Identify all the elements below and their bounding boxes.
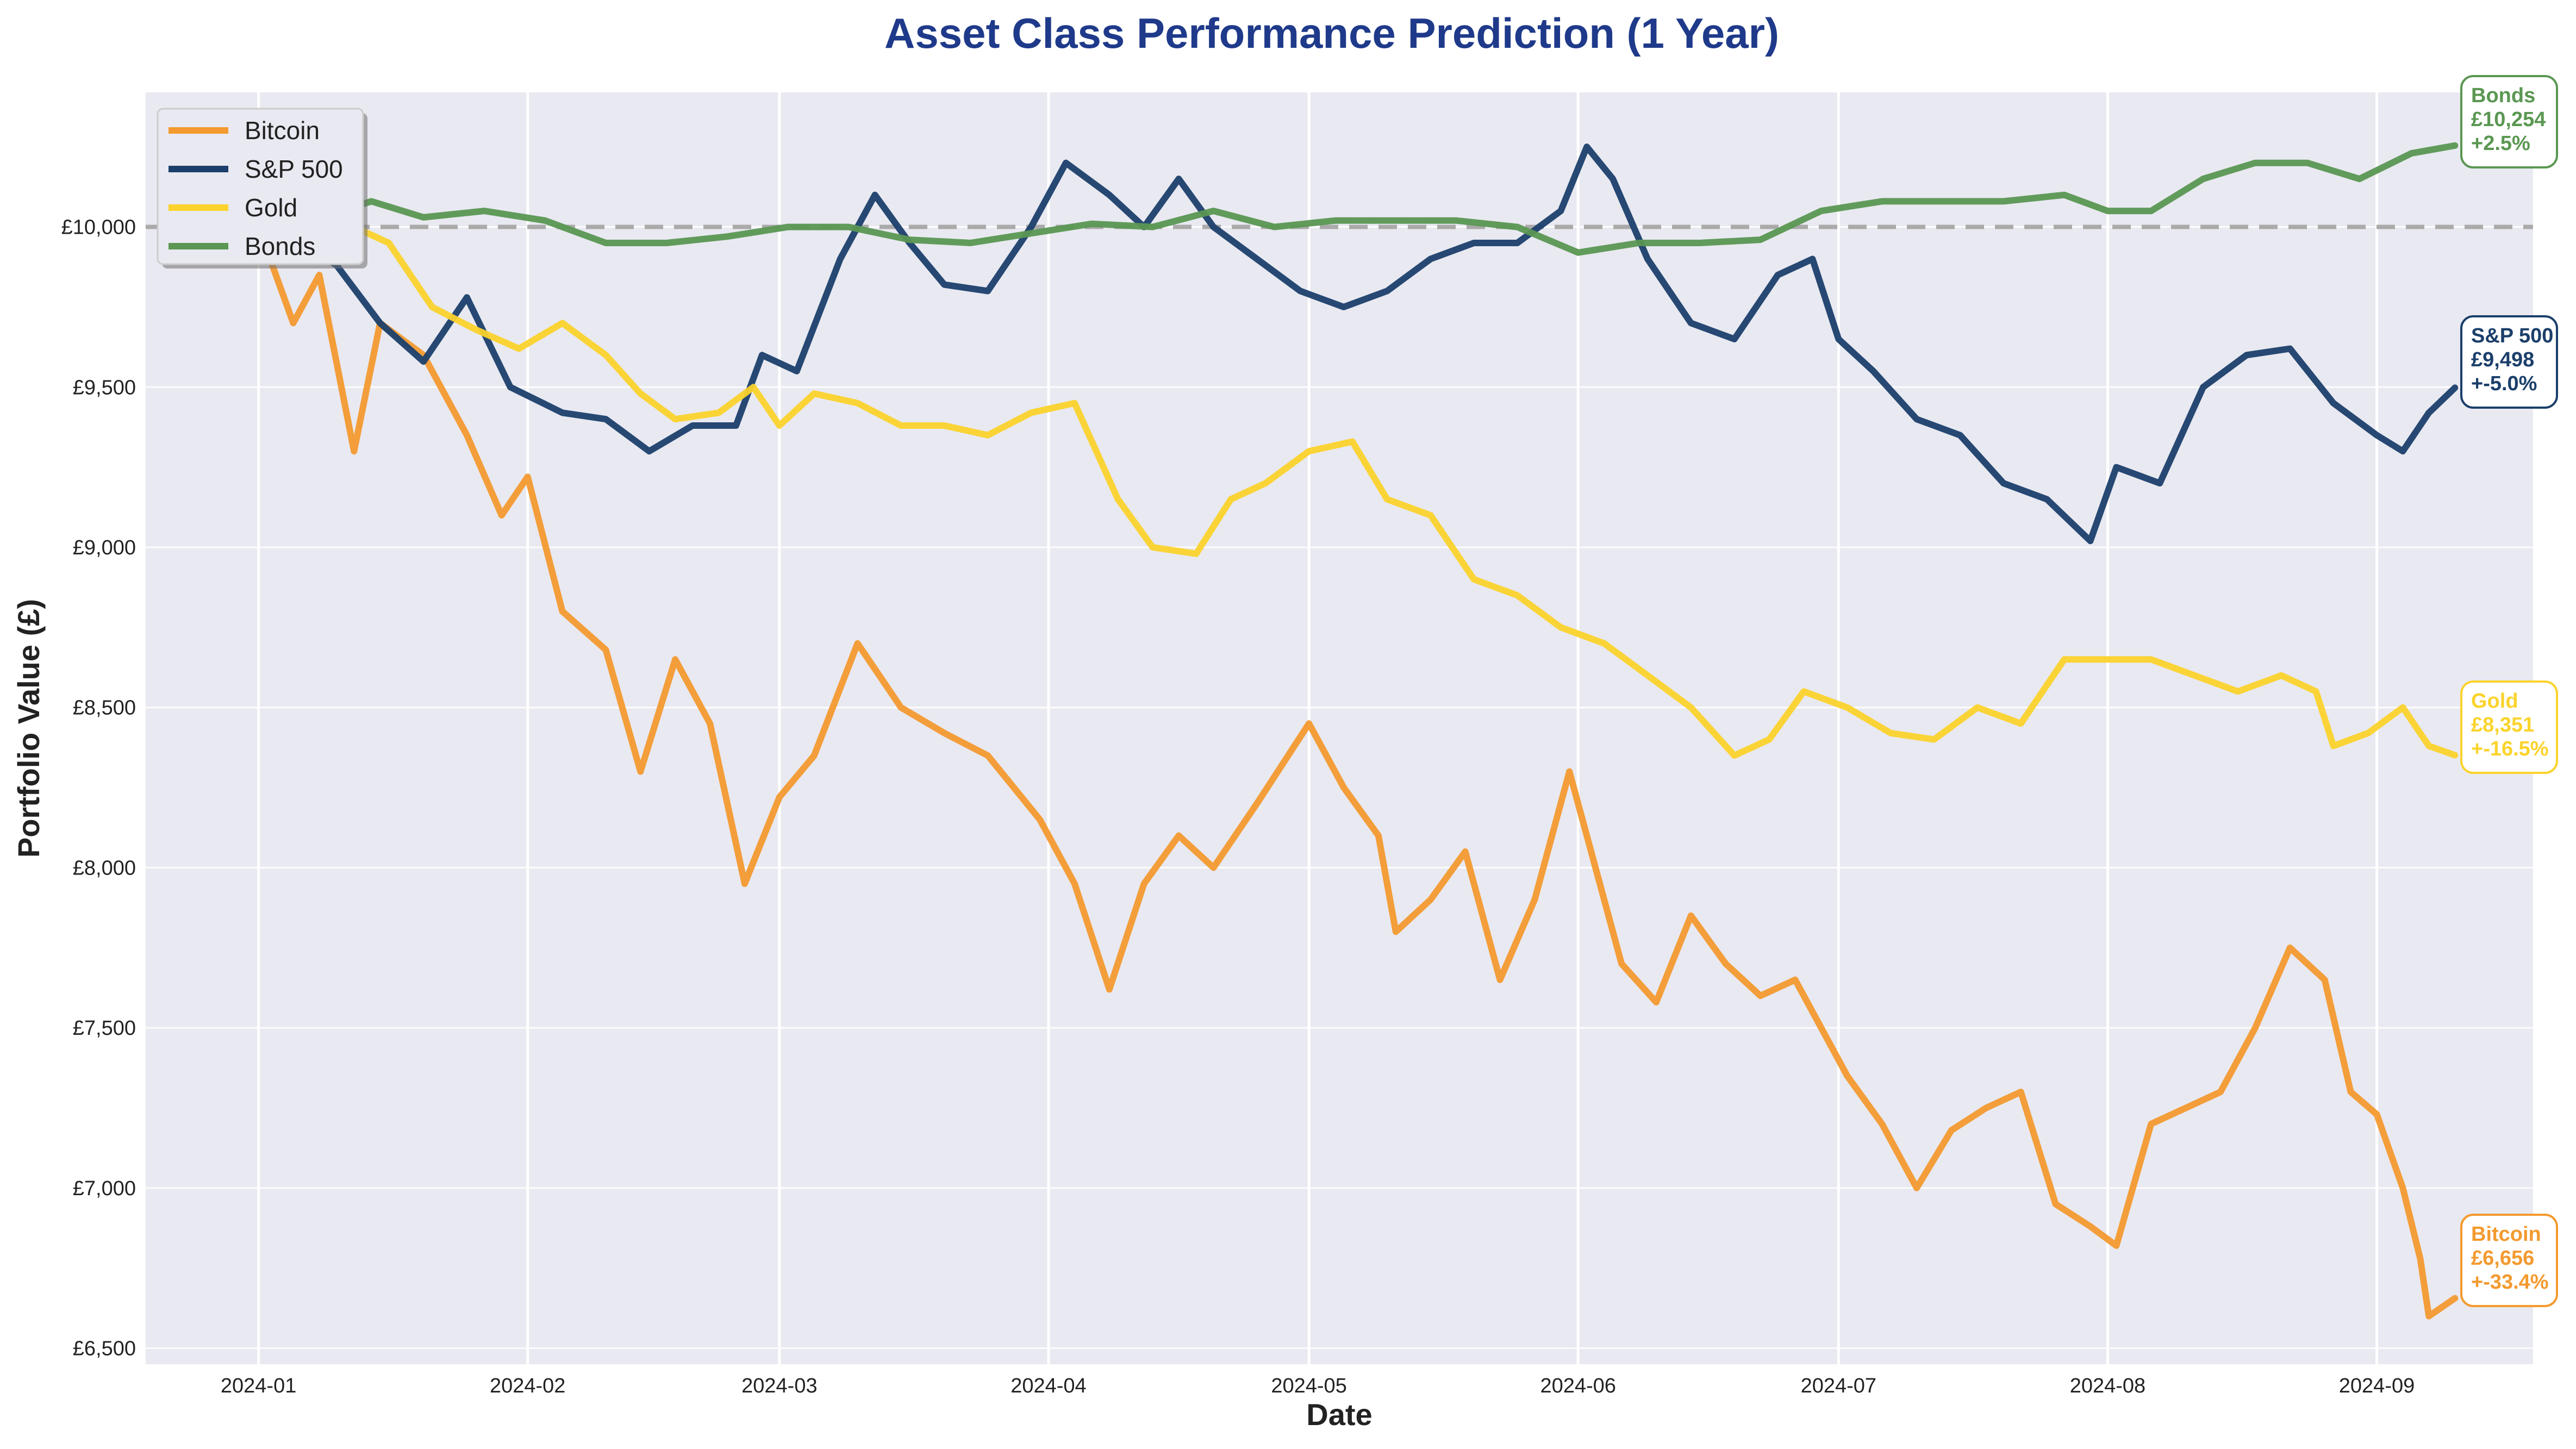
- x-tick-label: 2024-01: [221, 1375, 296, 1397]
- y-tick-label: £7,000: [73, 1177, 136, 1200]
- end-annotation-box: [2460, 315, 2558, 409]
- axis-ticks: 2024-01 2024-02 2024-03 2024-04 2024-05 2024-…: [61, 216, 2415, 1397]
- x-tick-label: 2024-08: [2070, 1375, 2145, 1397]
- end-annotation-name: Bonds: [2471, 84, 2535, 107]
- x-axis-label: Date: [1306, 1397, 1372, 1432]
- end-annotation-value: £9,498: [2471, 348, 2534, 371]
- legend-entry: Bonds: [245, 232, 315, 260]
- x-tick-label: 2024-04: [1011, 1375, 1086, 1397]
- y-tick-label: £6,500: [73, 1338, 136, 1360]
- legend-entry: Gold: [245, 193, 297, 222]
- x-tick-label: 2024-06: [1540, 1375, 1616, 1397]
- legend: Bitcoin S&P 500 Gold Bonds: [157, 108, 367, 268]
- series-line-3: [255, 142, 2459, 256]
- end-annotation-box: [2460, 1214, 2558, 1307]
- end-annotation-box: [2460, 75, 2558, 168]
- series-line-0: [255, 223, 2459, 1320]
- end-annotation-name: S&P 500: [2471, 324, 2553, 347]
- end-value-annotations: Bitcoin£6,656+-33.4% S&P 500£9,498+-5.0% G…: [2460, 75, 2558, 1307]
- y-tick-label: £9,000: [73, 536, 136, 559]
- legend-entry: Bitcoin: [245, 116, 320, 145]
- end-annotation-value: £10,254: [2471, 108, 2546, 131]
- x-tick-label: 2024-02: [490, 1375, 565, 1397]
- end-annotation-box: [2460, 680, 2558, 774]
- y-tick-label: £7,500: [73, 1017, 136, 1040]
- y-tick-label: £9,500: [73, 376, 136, 399]
- y-axis-label: Portfolio Value (£): [11, 599, 46, 858]
- y-tick-label: £10,000: [61, 216, 136, 239]
- plot-area: [146, 92, 2533, 1364]
- series-line-1: [255, 143, 2459, 545]
- x-tick-label: 2024-07: [1801, 1375, 1876, 1397]
- end-annotation-change: +-33.4%: [2471, 1271, 2549, 1294]
- legend-entry: S&P 500: [245, 155, 343, 183]
- x-tick-label: 2024-03: [741, 1375, 817, 1397]
- end-annotation-value: £8,351: [2471, 714, 2534, 736]
- end-annotation-change: +-16.5%: [2471, 738, 2549, 760]
- end-annotation-name: Bitcoin: [2471, 1223, 2541, 1246]
- series-line-2: [255, 217, 2459, 759]
- end-annotation-name: Gold: [2471, 690, 2518, 713]
- x-tick-label: 2024-09: [2339, 1375, 2415, 1397]
- legend-box: [157, 108, 364, 265]
- end-annotation-value: £6,656: [2471, 1247, 2534, 1270]
- end-annotation-change: +2.5%: [2471, 132, 2530, 155]
- end-annotation-change: +-5.0%: [2471, 372, 2537, 395]
- chart-title: Asset Class Performance Prediction (1 Ye…: [884, 9, 1779, 57]
- x-tick-label: 2024-05: [1271, 1375, 1346, 1397]
- series-lines: [255, 142, 2459, 1320]
- y-tick-label: £8,500: [73, 697, 136, 720]
- y-tick-label: £8,000: [73, 857, 136, 879]
